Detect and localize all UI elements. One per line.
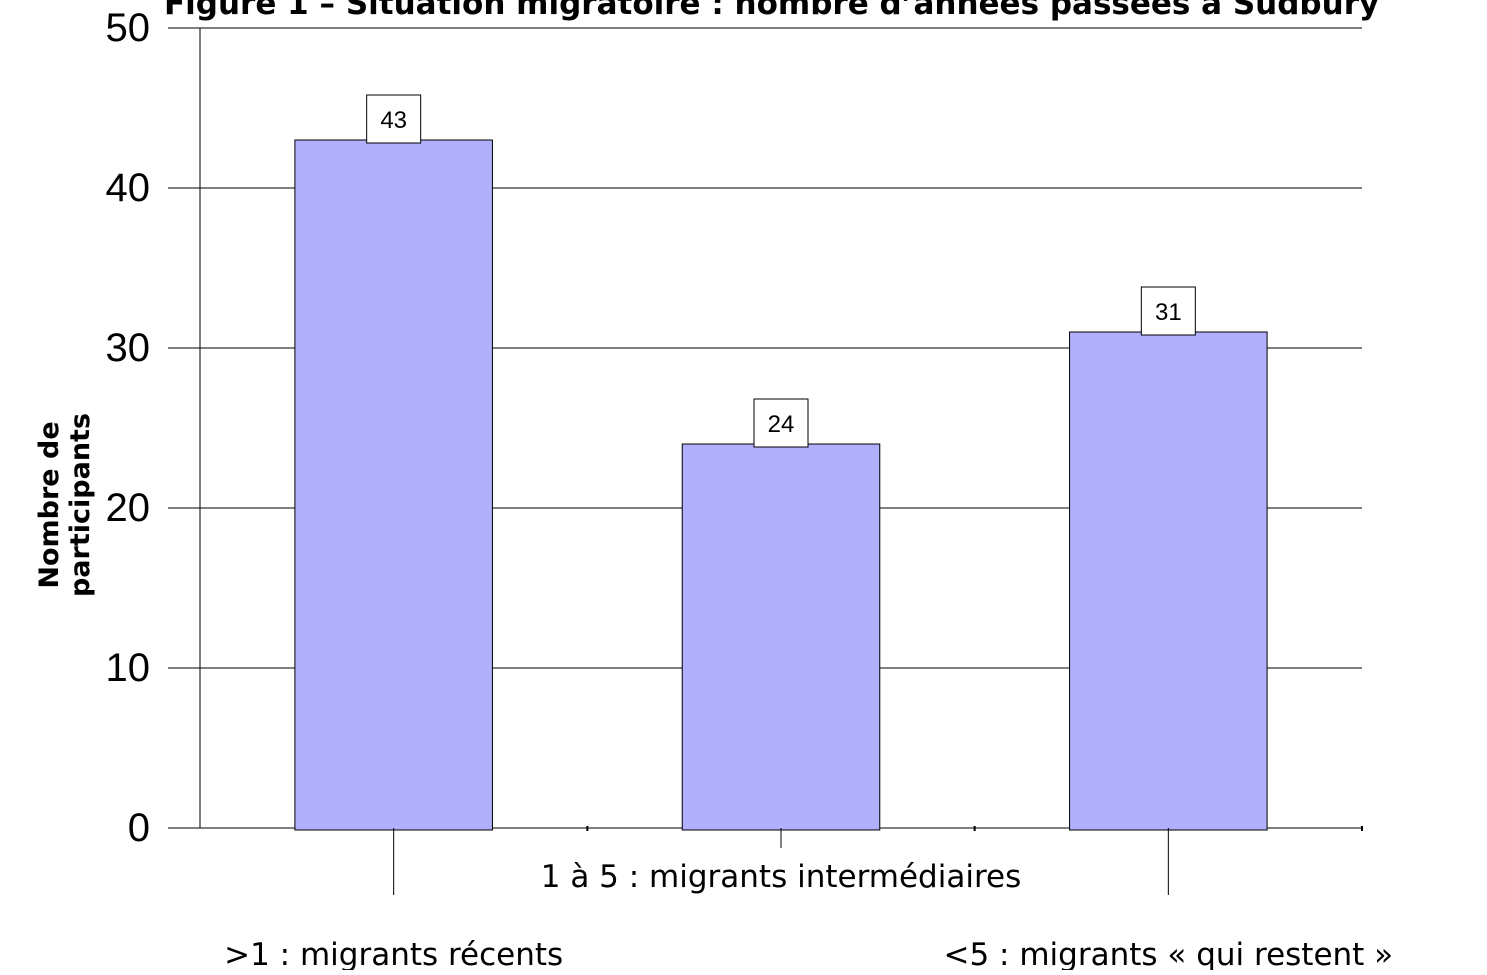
data-label-box xyxy=(753,398,809,448)
chart-title: Figure 1 – Situation migratoire : nombre… xyxy=(164,0,1379,22)
bar xyxy=(681,443,881,831)
bars xyxy=(294,139,1268,831)
bar xyxy=(1069,331,1268,831)
y-tick-label: 10 xyxy=(106,646,151,690)
y-tick-labels: 0 10 20 30 40 50 xyxy=(106,6,151,850)
data-label: 43 xyxy=(380,107,407,134)
x-tick-label: >1 : migrants récents xyxy=(224,937,563,970)
data-label: 31 xyxy=(1155,299,1182,326)
data-labels: 43 24 31 xyxy=(366,94,1196,448)
y-tick-label: 30 xyxy=(106,326,151,370)
data-label: 24 xyxy=(768,411,795,438)
y-axis-title-line-2: participants xyxy=(65,413,96,597)
y-tick-label: 0 xyxy=(128,806,150,850)
y-axis-title: Nombre de participants xyxy=(34,413,96,597)
y-axis-title-line-1: Nombre de xyxy=(34,421,65,588)
y-tick-label: 50 xyxy=(106,6,151,50)
x-tick-labels: >1 : migrants récents 1 à 5 : migrants in… xyxy=(224,826,1394,973)
data-label-box xyxy=(366,94,422,144)
bar xyxy=(294,139,493,831)
x-tick-label: 1 à 5 : migrants intermédiaires xyxy=(541,859,1022,895)
data-label-box xyxy=(1140,286,1196,336)
y-tick-label: 20 xyxy=(106,486,151,530)
y-tick-label: 40 xyxy=(106,166,151,210)
x-tick-label: <5 : migrants « qui restent » xyxy=(944,937,1394,970)
